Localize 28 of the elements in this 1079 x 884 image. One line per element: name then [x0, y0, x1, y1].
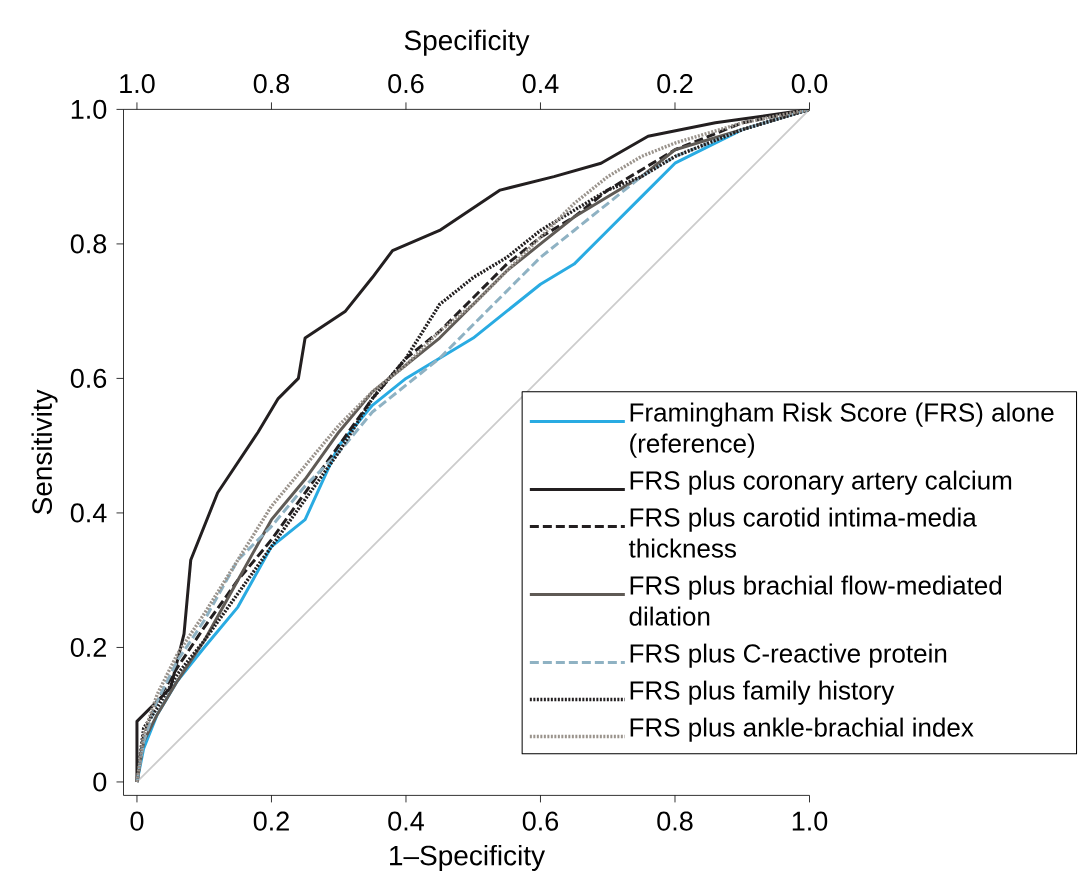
x2-tick-label: 0.2 — [657, 74, 693, 94]
x-tick-label: 0.6 — [522, 811, 559, 831]
x-axis-title: 1–Specificity — [390, 844, 546, 872]
x-tick-label: 0 — [130, 811, 144, 831]
y-tick-label: 0.2 — [70, 637, 106, 657]
y-tick-label: 1.0 — [71, 99, 107, 119]
y-tick-label: 0 — [93, 772, 107, 792]
y-tick-label: 0.4 — [70, 503, 107, 523]
x2-tick-label: 0.0 — [791, 74, 828, 94]
x2-tick-label: 0.6 — [388, 74, 424, 94]
legend-label: FRS plus C-reactive protein — [630, 643, 947, 668]
y-tick-label: 0.8 — [70, 234, 107, 254]
x2-tick-label: 0.4 — [522, 74, 559, 94]
x2-tick-label: 1.0 — [120, 74, 155, 94]
legend-label: FRS plus ankle-brachial index — [630, 717, 974, 742]
x-tick-label: 0.2 — [253, 811, 289, 831]
legend-label: FRS plus carotid intima-media thickness — [628, 507, 977, 558]
y-tick-label: 0.6 — [70, 368, 107, 388]
legend-label: FRS plus family history — [630, 680, 895, 705]
x-tick-label: 0.4 — [388, 811, 424, 831]
x2-tick-label: 0.8 — [253, 74, 290, 94]
y-axis-title: Sensitivity — [31, 389, 58, 515]
x2-axis-title: Specificity — [404, 29, 530, 56]
x-tick-label: 0.8 — [657, 811, 693, 831]
x-tick-label: 1.0 — [792, 811, 828, 831]
legend-label: FRS plus brachial flow-mediated dilation — [629, 575, 1002, 626]
legend-label: FRS plus coronary artery calcium — [630, 470, 1012, 495]
legend-label: Framingham Risk Score (FRS) alone (reference) — [630, 402, 1054, 458]
